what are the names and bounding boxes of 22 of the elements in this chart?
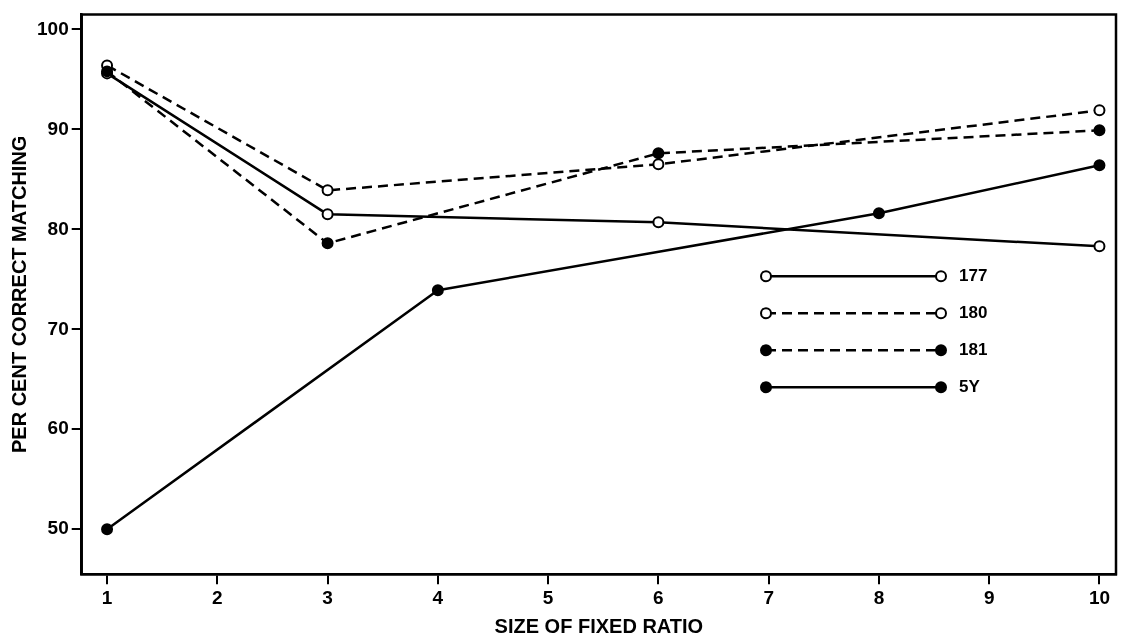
y-tick-label: 60 bbox=[47, 417, 69, 439]
x-tick-label: 10 bbox=[1088, 586, 1111, 608]
x-tick-label: 9 bbox=[983, 586, 995, 608]
x-tick-label: 8 bbox=[873, 586, 885, 608]
x-tick-label: 5 bbox=[542, 586, 554, 608]
y-tick-label: 50 bbox=[47, 517, 69, 539]
x-tick-label: 7 bbox=[763, 586, 774, 608]
x-tick-label: 2 bbox=[212, 586, 223, 608]
legend-label: 180 bbox=[959, 302, 988, 322]
y-tick-label: 70 bbox=[47, 317, 69, 339]
legend-label: 181 bbox=[959, 339, 988, 359]
x-tick-label: 6 bbox=[653, 586, 664, 608]
x-axis-title: SIZE OF FIXED RATIO bbox=[494, 614, 704, 637]
x-tick-label: 4 bbox=[432, 586, 444, 608]
x-tick-label: 1 bbox=[101, 586, 113, 608]
y-tick-label: 80 bbox=[47, 217, 69, 239]
x-tick-label: 3 bbox=[322, 586, 333, 608]
legend-label: 5Y bbox=[959, 376, 981, 396]
y-tick-label: 100 bbox=[37, 17, 69, 39]
legend-label: 177 bbox=[959, 265, 988, 285]
y-tick-label: 90 bbox=[47, 117, 69, 139]
y-axis-title: PER CENT CORRECT MATCHING bbox=[7, 135, 30, 453]
